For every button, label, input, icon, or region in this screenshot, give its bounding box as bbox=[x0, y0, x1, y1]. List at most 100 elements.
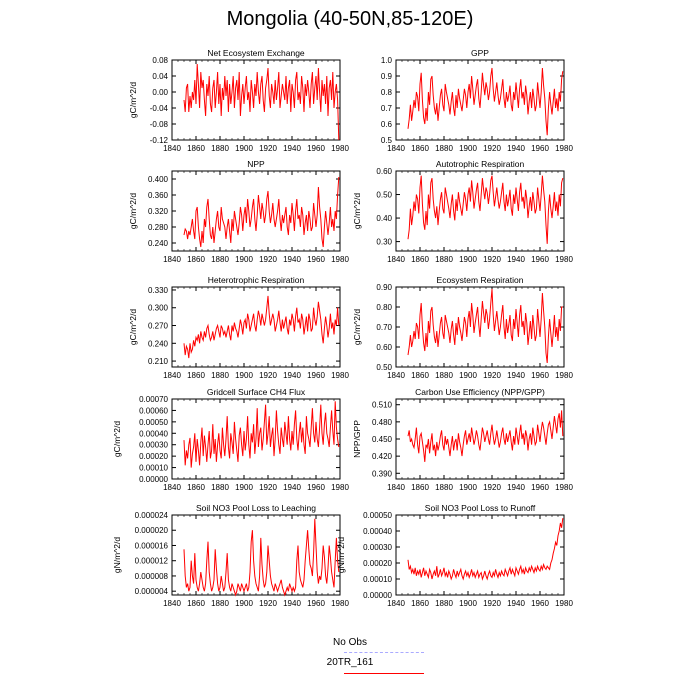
chart-title: Ecosystem Respiration bbox=[437, 275, 524, 285]
x-tick-label: 1940 bbox=[507, 371, 525, 380]
x-tick-label: 1880 bbox=[435, 144, 453, 153]
chart-title: GPP bbox=[471, 48, 489, 58]
chart-panel-7: Gridcell Surface CH4 Flux 1840 1860 1880 190… bbox=[112, 387, 349, 492]
x-tick-label: 1980 bbox=[331, 255, 349, 264]
x-tick-label: 1980 bbox=[555, 483, 573, 492]
x-tick-label: 1880 bbox=[435, 371, 453, 380]
y-tick-label: 0.00050 bbox=[139, 418, 168, 427]
y-tick-label: 0.00020 bbox=[139, 452, 168, 461]
y-tick-label: 0.00030 bbox=[363, 543, 392, 552]
y-tick-label: 0.30 bbox=[376, 238, 392, 247]
x-tick-label: 1860 bbox=[411, 483, 429, 492]
x-tick-label: 1900 bbox=[235, 371, 253, 380]
y-tick-label: 0.240 bbox=[148, 239, 169, 248]
x-tick-label: 1940 bbox=[283, 599, 301, 608]
x-tick-label: 1840 bbox=[163, 255, 181, 264]
figure-title: Mongolia (40-50N,85-120E) bbox=[226, 8, 474, 30]
x-tick-label: 1840 bbox=[387, 483, 405, 492]
x-tick-label: 1960 bbox=[307, 255, 325, 264]
x-tick-label: 1840 bbox=[163, 599, 181, 608]
y-tick-label: 0.7 bbox=[381, 104, 393, 113]
x-tick-label: 1900 bbox=[235, 599, 253, 608]
x-tick-label: 1920 bbox=[259, 255, 277, 264]
x-tick-label: 1980 bbox=[331, 599, 349, 608]
x-tick-label: 1900 bbox=[459, 599, 477, 608]
x-tick-label: 1840 bbox=[163, 144, 181, 153]
x-tick-label: 1840 bbox=[387, 599, 405, 608]
x-tick-label: 1920 bbox=[259, 483, 277, 492]
chart-panel-3: NPP 1840 1860 1880 1900 1920 1940 1960 1980 0.240… bbox=[128, 159, 349, 264]
y-axis-label: NPP/GPP bbox=[352, 420, 362, 458]
y-axis-label: gN/m^2/d bbox=[336, 537, 346, 573]
x-tick-label: 1920 bbox=[483, 144, 501, 153]
chart-title: Net Ecosystem Exchange bbox=[207, 48, 305, 58]
y-tick-label: 0.00040 bbox=[363, 527, 392, 536]
y-axis-label: gC/m^2/d bbox=[128, 82, 138, 118]
y-tick-label: 0.50 bbox=[376, 363, 392, 372]
y-tick-label: 0.400 bbox=[148, 175, 169, 184]
x-tick-label: 1880 bbox=[435, 483, 453, 492]
y-tick-label: 0.270 bbox=[148, 322, 169, 331]
y-tick-label: 0.360 bbox=[148, 191, 169, 200]
y-tick-label: 0.00040 bbox=[139, 429, 168, 438]
chart-panel-10: Soil NO3 Pool Loss to Runoff 1840 1860 1880… bbox=[336, 503, 573, 608]
x-tick-label: 1980 bbox=[331, 371, 349, 380]
x-tick-label: 1920 bbox=[483, 483, 501, 492]
chart-panel-9: Soil NO3 Pool Loss to Leaching 1840 1860 18… bbox=[112, 503, 349, 608]
y-axis-label: gC/m^2/d bbox=[128, 309, 138, 345]
x-tick-label: 1880 bbox=[211, 483, 229, 492]
chart-panel-5: Heterotrophic Respiration 1840 1860 1880 190… bbox=[128, 275, 349, 380]
chart-title: Gridcell Surface CH4 Flux bbox=[207, 387, 306, 397]
series-line-20TR_161 bbox=[407, 175, 564, 244]
y-tick-label: 0.50 bbox=[376, 191, 392, 200]
y-tick-label: 0.00 bbox=[152, 88, 168, 97]
y-tick-label: 0.5 bbox=[381, 136, 393, 145]
y-axis-label: gC/m^2/d bbox=[128, 193, 138, 229]
y-tick-label: 0.00030 bbox=[139, 441, 168, 450]
y-tick-label: 0.00060 bbox=[139, 406, 168, 415]
x-tick-label: 1920 bbox=[483, 255, 501, 264]
legend-obs-label: No Obs bbox=[333, 637, 367, 648]
series-line-20TR_161 bbox=[183, 401, 340, 468]
series-line-20TR_161 bbox=[183, 176, 340, 248]
series-line-20TR_161 bbox=[407, 410, 564, 462]
x-tick-label: 1940 bbox=[283, 144, 301, 153]
y-tick-label: 0.00020 bbox=[363, 559, 392, 568]
chart-panel-8: Carbon Use Efficiency (NPP/GPP) 1840 1860 1… bbox=[352, 387, 573, 492]
chart-title: Soil NO3 Pool Loss to Leaching bbox=[196, 503, 316, 513]
legend-obs-line bbox=[344, 652, 424, 653]
x-tick-label: 1980 bbox=[555, 371, 573, 380]
chart-title: NPP bbox=[247, 159, 265, 169]
x-tick-label: 1960 bbox=[307, 483, 325, 492]
series-line-20TR_161 bbox=[183, 295, 340, 359]
x-tick-label: 1960 bbox=[531, 371, 549, 380]
y-tick-label: 0.70 bbox=[376, 323, 392, 332]
y-tick-label: 0.60 bbox=[376, 343, 392, 352]
series-line-20TR_161 bbox=[407, 67, 564, 136]
y-tick-label: 0.00000 bbox=[363, 591, 392, 600]
y-axis-label: gN/m^2/d bbox=[112, 537, 122, 573]
x-tick-label: 1940 bbox=[283, 255, 301, 264]
x-tick-label: 1860 bbox=[411, 371, 429, 380]
y-tick-label: 0.90 bbox=[376, 283, 392, 292]
x-tick-label: 1880 bbox=[435, 255, 453, 264]
y-tick-label: 0.000012 bbox=[135, 557, 169, 566]
x-tick-label: 1920 bbox=[259, 599, 277, 608]
y-axis-label: gC/m^2/d bbox=[352, 193, 362, 229]
x-tick-label: 1960 bbox=[531, 483, 549, 492]
y-tick-label: 0.000020 bbox=[135, 526, 169, 535]
x-tick-label: 1980 bbox=[555, 599, 573, 608]
x-tick-label: 1840 bbox=[387, 144, 405, 153]
y-tick-label: 0.000004 bbox=[135, 587, 169, 596]
chart-panel-4: Autotrophic Respiration 1840 1860 1880 1900 1… bbox=[352, 159, 573, 264]
series-line-20TR_161 bbox=[407, 288, 563, 364]
x-tick-label: 1860 bbox=[187, 371, 205, 380]
x-tick-label: 1980 bbox=[555, 255, 573, 264]
x-tick-label: 1920 bbox=[259, 144, 277, 153]
legend-model-line bbox=[344, 673, 424, 674]
x-tick-label: 1920 bbox=[483, 599, 501, 608]
y-tick-label: 0.9 bbox=[381, 72, 393, 81]
x-tick-label: 1940 bbox=[283, 371, 301, 380]
x-tick-label: 1940 bbox=[507, 599, 525, 608]
